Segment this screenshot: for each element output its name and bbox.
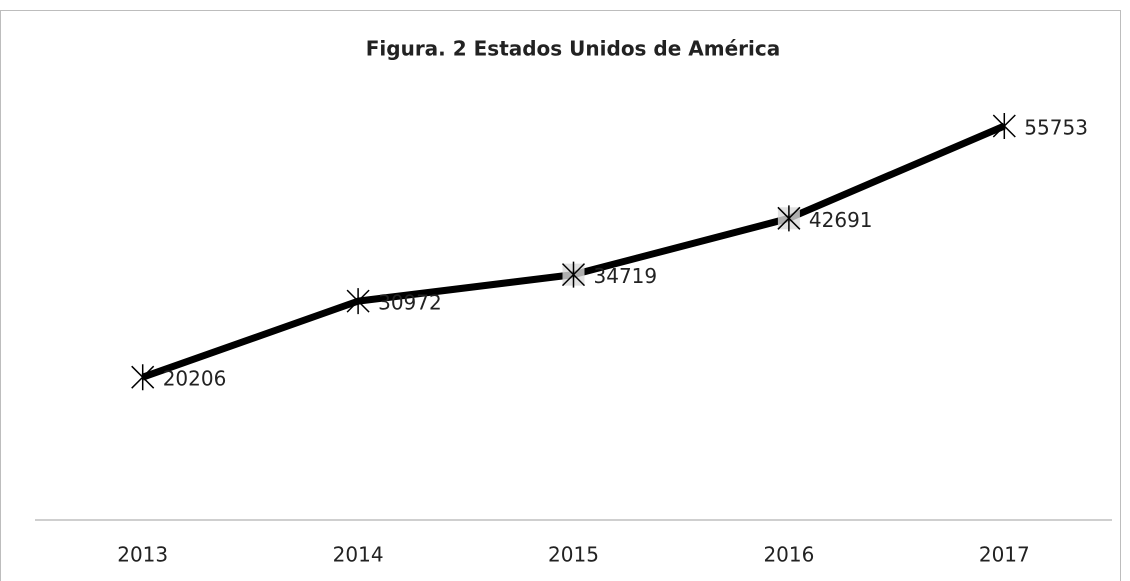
marker: [561, 261, 586, 288]
x-tick-label: 2017: [979, 543, 1030, 567]
chart-title: Figura. 2 Estados Unidos de América: [366, 37, 780, 61]
marker-star: [777, 205, 801, 232]
x-tick-label: 2013: [117, 543, 168, 567]
x-tick-label: 2015: [548, 543, 599, 567]
data-label: 20206: [163, 367, 227, 391]
marker-star: [346, 288, 370, 315]
chart-border: [0, 10, 1121, 581]
data-label: 42691: [809, 208, 873, 232]
marker-star: [992, 113, 1016, 140]
data-label: 30972: [378, 291, 442, 315]
marker: [131, 364, 155, 391]
marker: [777, 205, 801, 232]
data-label: 34719: [594, 264, 658, 288]
x-tick-label: 2014: [333, 543, 384, 567]
data-label: 55753: [1024, 116, 1088, 140]
x-tick-label: 2016: [763, 543, 814, 567]
marker-star: [131, 364, 155, 391]
marker: [346, 288, 370, 315]
marker-star: [561, 261, 586, 288]
marker: [992, 113, 1016, 140]
